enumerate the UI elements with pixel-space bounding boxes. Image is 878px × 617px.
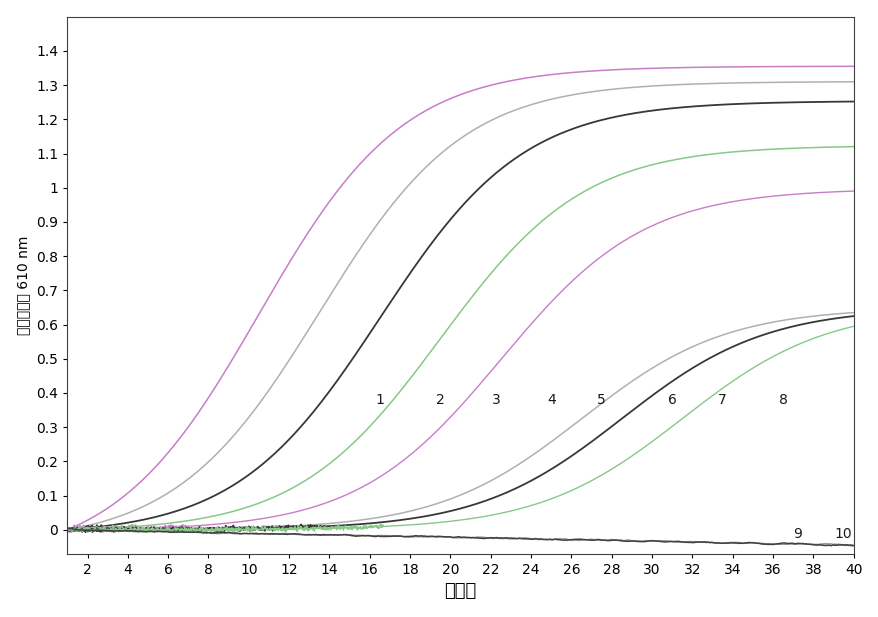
Text: 10: 10 [834, 527, 852, 540]
Y-axis label: 荧光信号値 610 nm: 荧光信号値 610 nm [17, 236, 31, 335]
Text: 8: 8 [778, 392, 787, 407]
Text: 9: 9 [792, 527, 801, 540]
Text: 6: 6 [667, 392, 676, 407]
Text: 3: 3 [492, 392, 500, 407]
X-axis label: 循环数: 循环数 [444, 582, 476, 600]
Text: 2: 2 [435, 392, 444, 407]
Text: 1: 1 [375, 392, 384, 407]
Text: 5: 5 [596, 392, 605, 407]
Text: 4: 4 [546, 392, 555, 407]
Text: 7: 7 [717, 392, 726, 407]
